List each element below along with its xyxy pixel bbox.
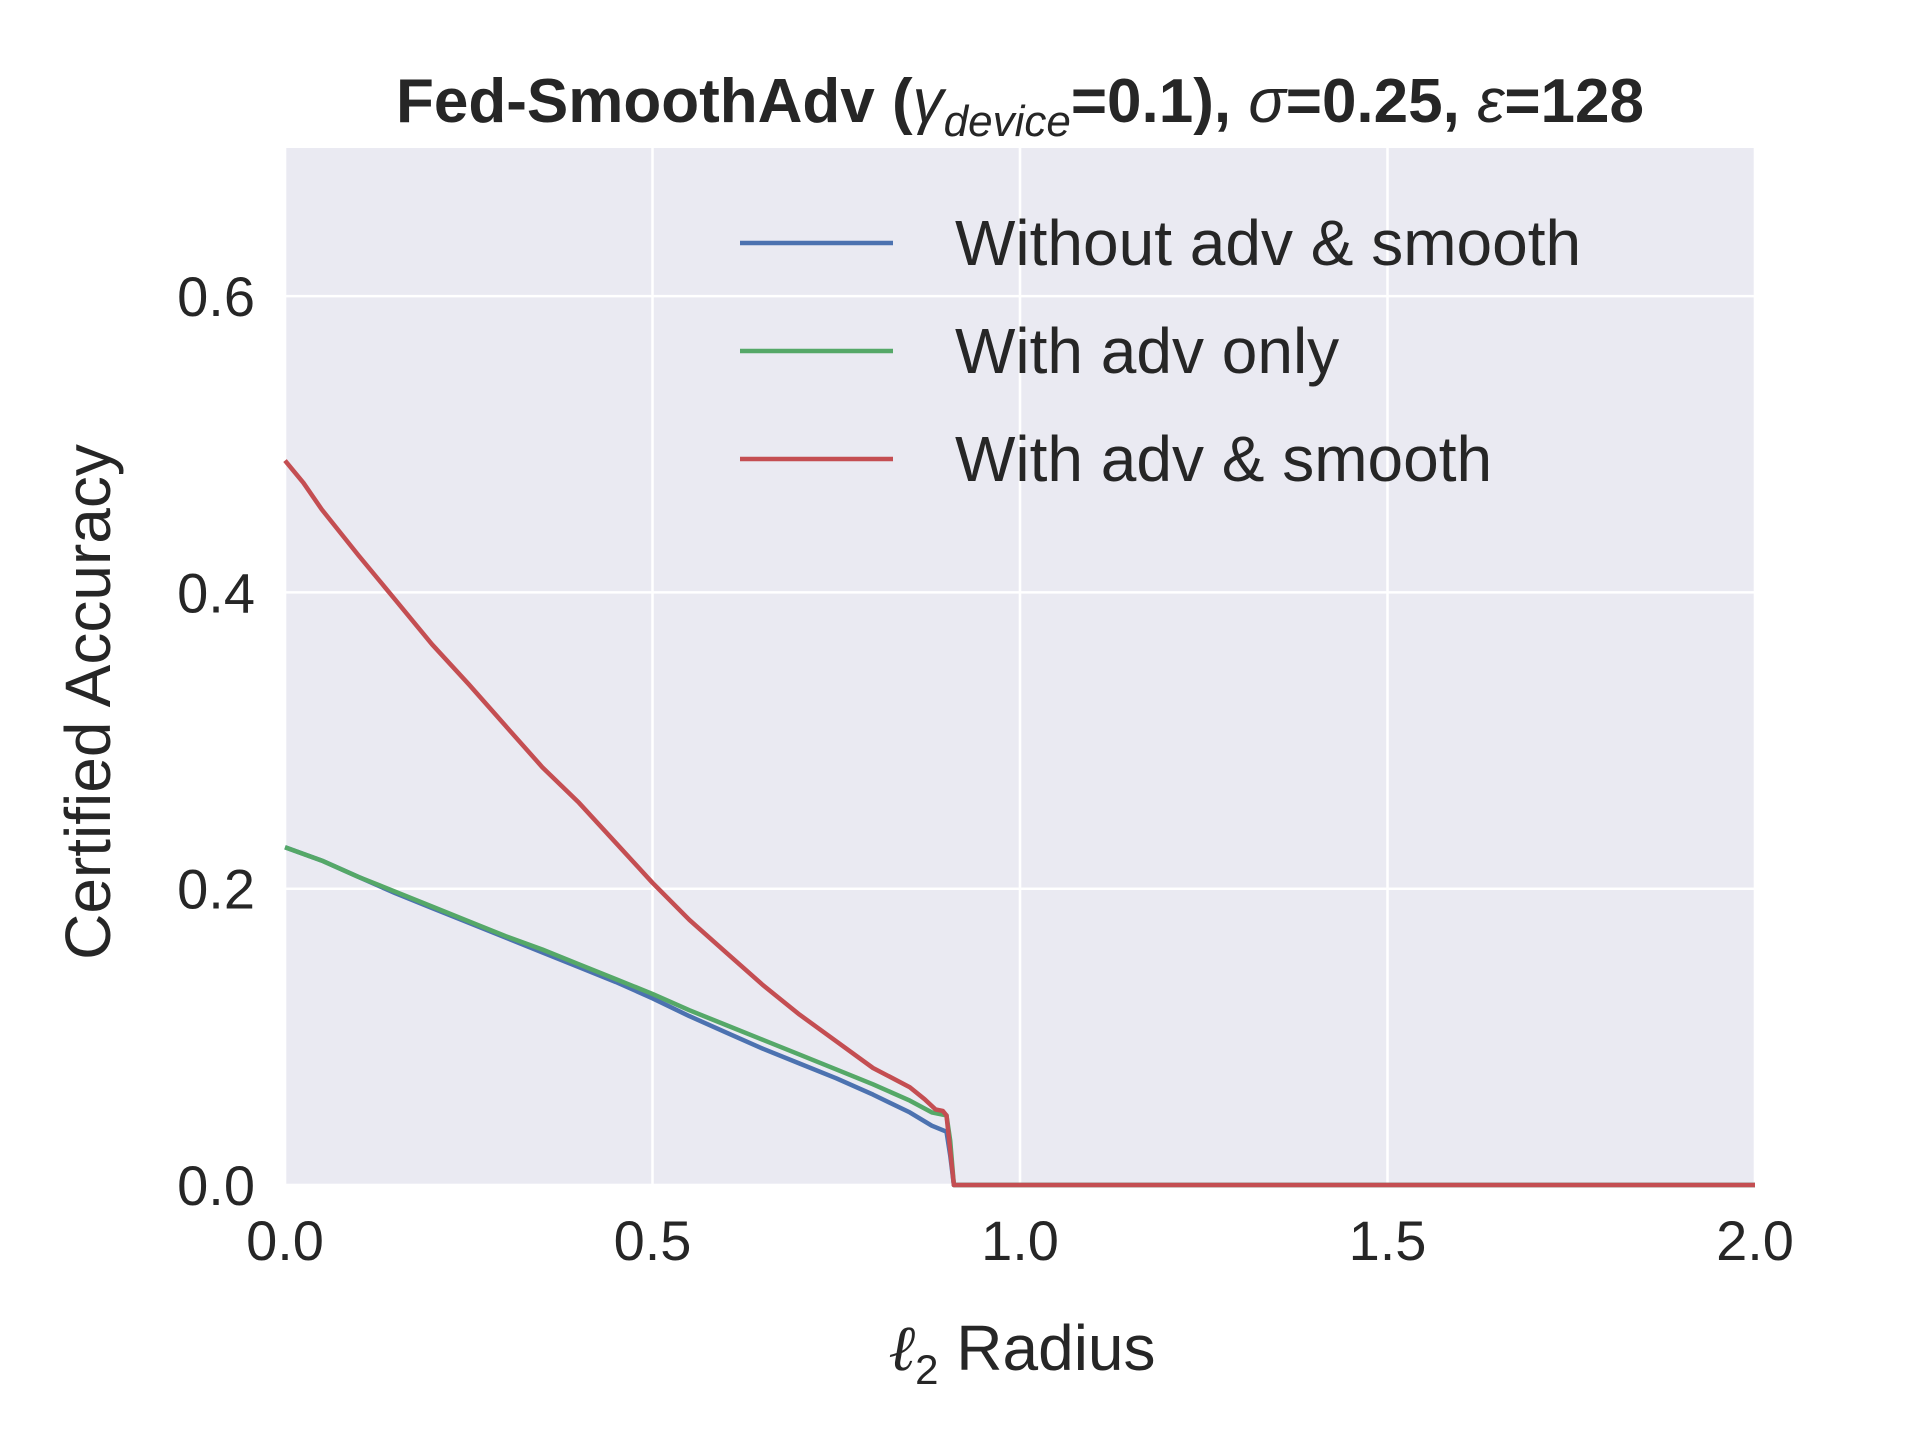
x-tick-label: 0.5 [614,1209,692,1272]
y-tick-label: 0.0 [177,1154,255,1217]
x-tick-label: 0.0 [246,1209,324,1272]
grid [283,148,1757,1187]
x-tick-label: 1.5 [1349,1209,1427,1272]
title-gamma-subscript: device [944,97,1071,146]
y-tick-label: 0.4 [177,561,255,624]
legend-label: With adv only [955,315,1339,387]
x-tick-label: 1.0 [981,1209,1059,1272]
x-tick-labels: 0.0 0.5 1.0 1.5 2.0 [246,1209,1794,1272]
y-tick-label: 0.6 [177,265,255,328]
legend-label: Without adv & smooth [955,207,1581,279]
title-sigma-value: =0.25, [1286,67,1477,136]
series-lines [283,459,1755,1188]
title-prefix: Fed-SmoothAdv ( [396,67,913,136]
legend-label: With adv & smooth [955,423,1492,495]
y-axis-label: Certified Accuracy [52,444,124,960]
x-axis-ell: ℓ [888,1312,915,1386]
x-axis-label: ℓ2 Radius [888,1312,1155,1393]
legend: Without adv & smooth With adv only With ad… [740,207,1581,495]
chart-title: Fed-SmoothAdv (γdevice=0.1), σ=0.25, ε=1… [396,67,1644,146]
x-axis-text: Radius [939,1312,1156,1384]
x-tick-label: 2.0 [1716,1209,1794,1272]
title-middle: =0.1), [1071,67,1249,136]
title-epsilon-value: =128 [1504,67,1644,136]
y-tick-label: 0.2 [177,858,255,921]
x-axis-subscript: 2 [915,1346,938,1393]
title-epsilon: ε [1477,67,1505,136]
title-sigma: σ [1248,67,1288,136]
y-tick-labels: 0.0 0.2 0.4 0.6 [177,265,255,1217]
series-line-3 [283,459,1755,1188]
title-gamma: γ [913,67,947,136]
